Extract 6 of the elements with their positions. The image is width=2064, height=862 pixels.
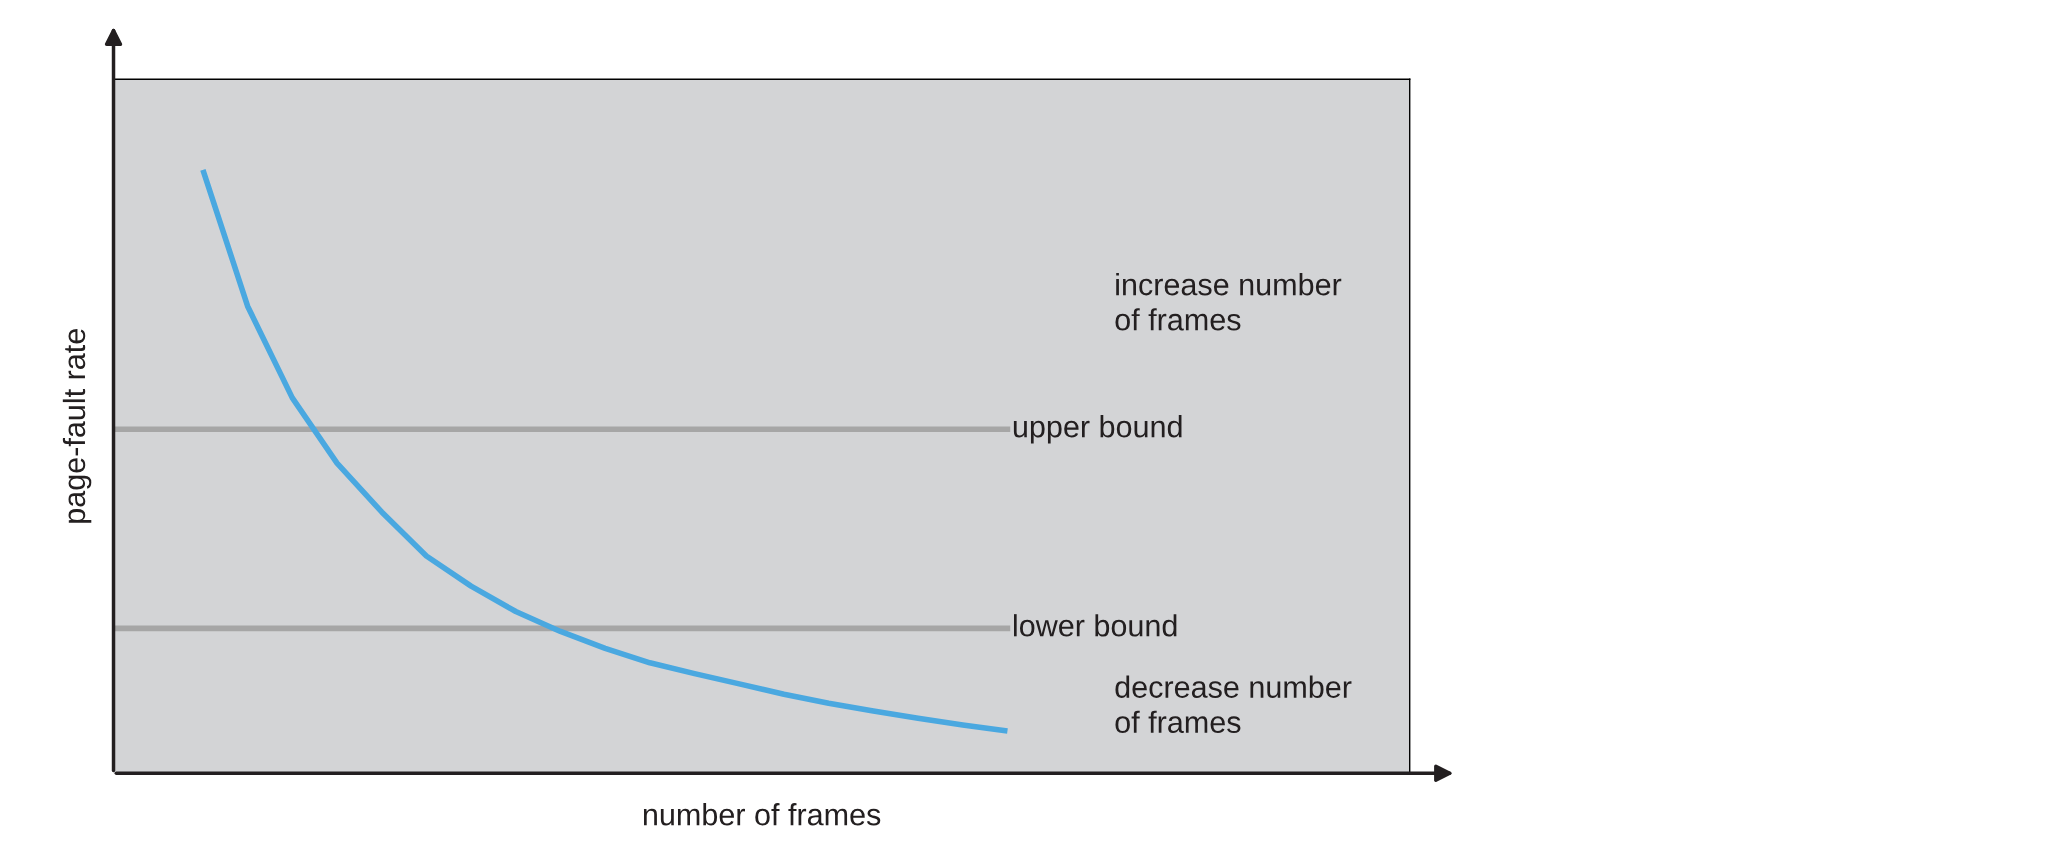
x-axis-title: number of frames — [643, 803, 881, 826]
y-axis-title: page-fault rate — [62, 329, 92, 523]
ref-line-label: upper bound — [1013, 415, 1182, 444]
ref-line-label: lower bound — [1013, 614, 1177, 637]
annotation: increase number of frames — [1115, 273, 1342, 331]
annotation: decrease number of frames — [1115, 675, 1352, 734]
